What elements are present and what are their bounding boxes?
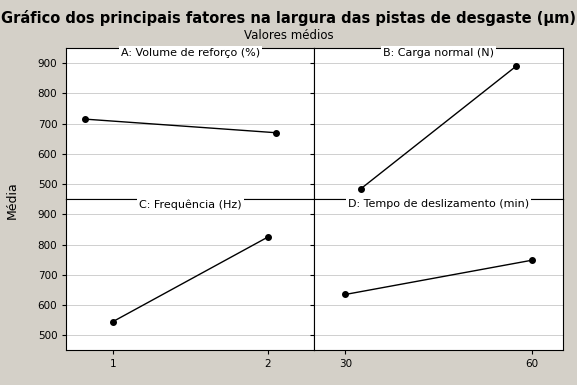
Text: Valores médios: Valores médios: [243, 29, 334, 42]
Text: C: Frequência (Hz): C: Frequência (Hz): [139, 199, 242, 210]
Text: B: Carga normal (N): B: Carga normal (N): [383, 48, 494, 58]
Text: Gráfico dos principais fatores na largura das pistas de desgaste (μm): Gráfico dos principais fatores na largur…: [1, 10, 576, 26]
Text: Média: Média: [6, 181, 19, 219]
Text: A: Volume de reforço (%): A: Volume de reforço (%): [121, 48, 260, 58]
Text: D: Tempo de deslizamento (min): D: Tempo de deslizamento (min): [348, 199, 529, 209]
